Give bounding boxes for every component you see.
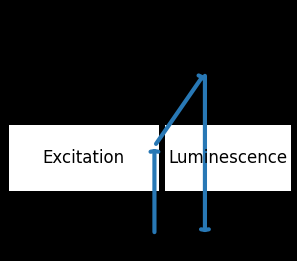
Text: Luminescence: Luminescence	[168, 149, 287, 167]
Bar	[9, 125, 159, 191]
Text: Excitation: Excitation	[43, 149, 125, 167]
Bar	[165, 125, 291, 191]
